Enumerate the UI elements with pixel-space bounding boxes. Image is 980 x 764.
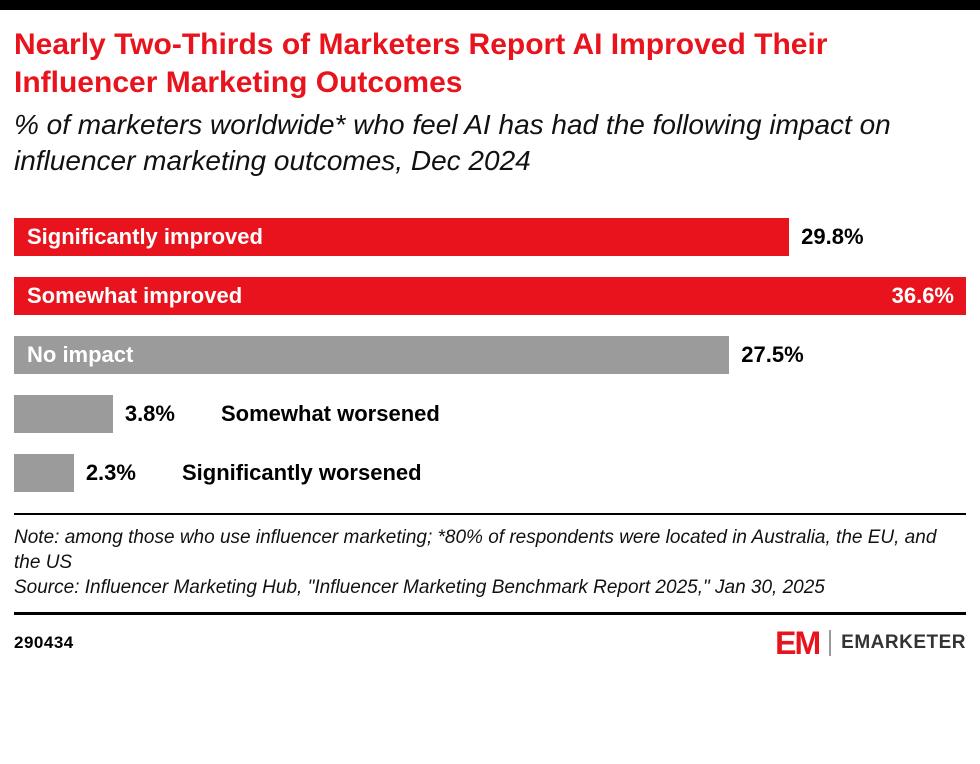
bar-row: Somewhat improved 36.6% [14,276,966,315]
bar-row: 3.8% Somewhat worsened [14,394,966,433]
bar-chart: Significantly improved 29.8% Somewhat impr… [14,217,966,492]
emarketer-logo-mark-icon: EM [775,625,821,662]
chart-subtitle: % of marketers worldwide* who feel AI ha… [14,109,891,177]
top-black-bar [0,0,980,10]
chart-id: 290434 [14,633,74,653]
emarketer-logo: EM EMARKETER [775,627,966,659]
bar-label: Somewhat worsened [220,400,440,426]
emarketer-logo-text: EMARKETER [841,632,966,654]
bar-label: Somewhat improved [27,282,243,308]
bar-label: Significantly worsened [181,459,422,485]
bar-value: 36.6% [891,282,954,308]
bar-value: 2.3% [85,459,136,485]
footer-divider [14,612,966,616]
bar: Somewhat improved 36.6% [14,276,966,315]
source-text: Source: Influencer Marketing Hub, "Influ… [14,576,825,598]
bar-row: No impact 27.5% [14,335,966,374]
bar-row: Significantly improved 29.8% [14,217,966,256]
bar [14,453,74,492]
bar-row: 2.3% Significantly worsened [14,453,966,492]
notes-block: Note: among those who use influencer mar… [14,525,966,600]
bar-label: No impact [27,341,134,367]
bar-label: Significantly improved [27,223,263,249]
bar [14,394,113,433]
note-divider [14,512,966,515]
logo-separator [829,630,832,657]
bar: No impact [14,335,730,374]
bar-value: 3.8% [124,400,175,426]
bar: Significantly improved [14,217,790,256]
bar-value: 27.5% [741,341,804,367]
note-text: Note: among those who use influencer mar… [14,526,937,573]
bar-value: 29.8% [801,223,864,249]
chart-title: Nearly Two-Thirds of Marketers Report AI… [14,28,828,99]
footer: 290434 EM EMARKETER [0,615,980,659]
